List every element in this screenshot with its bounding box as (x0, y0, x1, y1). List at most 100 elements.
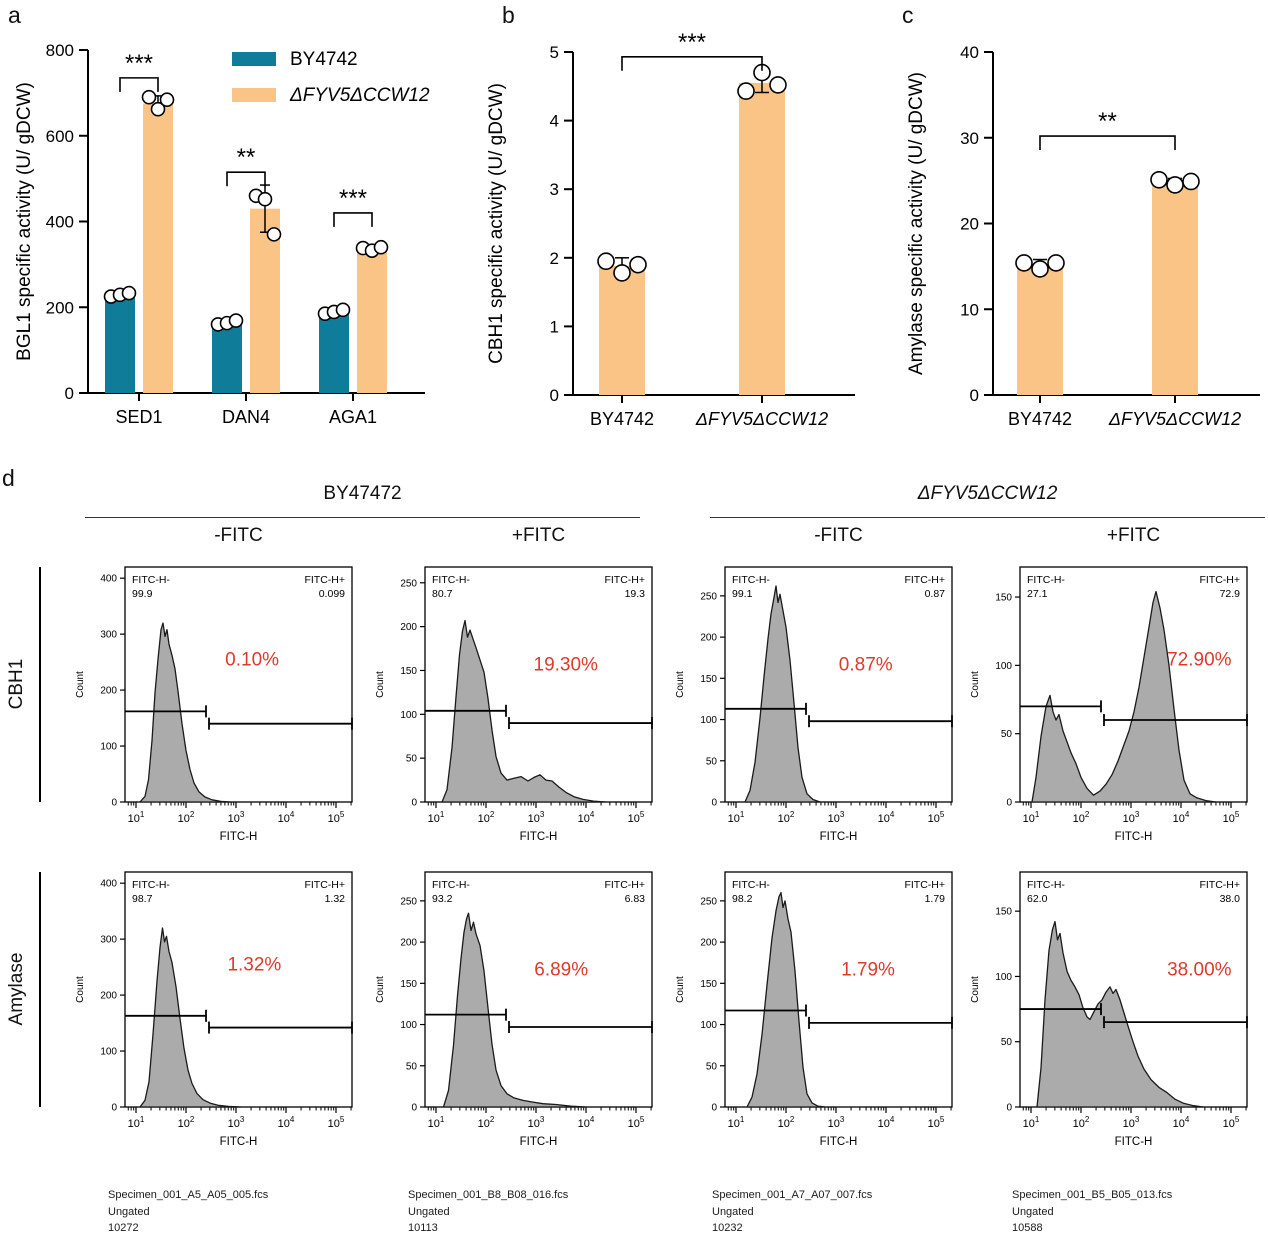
y-tick-label: 200 (700, 633, 717, 644)
positive-percentage: 19.30% (534, 654, 599, 675)
row-line-cbh1 (39, 567, 41, 802)
row-label-amylase: Amylase (6, 952, 27, 1026)
positive-percentage: 1.79% (841, 959, 895, 980)
panel-c-label: c (902, 2, 914, 28)
gate-negative-label: FITC-H- (432, 574, 470, 586)
y-tick-label: 4 (550, 112, 559, 131)
caption-1-file: Specimen_001_A5_A05_005.fcs (108, 1189, 269, 1201)
significance-stars: *** (678, 29, 706, 56)
y-tick-label: 0 (1006, 1103, 1012, 1114)
y-tick-label: 100 (995, 661, 1012, 672)
positive-percentage: 6.89% (534, 959, 588, 980)
plot-box (124, 566, 353, 803)
row-line-amylase (39, 872, 41, 1107)
category-label: AGA1 (329, 407, 377, 427)
significance-bracket (333, 212, 373, 227)
x-tick-label: 104 (1173, 1115, 1190, 1130)
x-tick-label: 101 (428, 1115, 445, 1130)
y-tick-label: 250 (700, 591, 717, 602)
y-tick-label: 0 (711, 1103, 717, 1114)
gate-negative-label: FITC-H- (1027, 574, 1065, 586)
histogram-curve (1036, 920, 1205, 1108)
x-tick-label: 103 (528, 810, 545, 825)
gate-positive-label: FITC-H+ (1199, 574, 1240, 586)
gate-positive-value: 1.79 (925, 893, 946, 905)
caption-3: Specimen_001_A7_A07_007.fcs Ungated 1023… (712, 1187, 994, 1237)
x-tick-label: 103 (828, 1115, 845, 1130)
positive-percentage: 0.10% (225, 650, 279, 671)
x-tick-label: 104 (1173, 810, 1190, 825)
x-tick-label: 105 (328, 810, 345, 825)
y-tick-label: 300 (100, 630, 117, 641)
data-point (1150, 170, 1168, 189)
data-point (613, 264, 631, 282)
x-tick-label: 101 (728, 1115, 745, 1130)
gate-positive-value: 0.87 (925, 588, 946, 600)
gate-positive-value: 0.099 (319, 588, 345, 600)
gate-positive-value: 19.3 (625, 588, 646, 600)
gate-positive-label: FITC-H+ (1199, 879, 1240, 891)
gate-negative-label: FITC-H- (1027, 879, 1065, 891)
y-axis-title: BGL1 specific activity (U/ gDCW) (14, 82, 35, 361)
flow-histogram-amylase-mutant-neg: 0 50 100 150 200 250 101 102 103 104 105 FITC-H Coun… (675, 871, 953, 1148)
data-point (1166, 176, 1184, 194)
data-point (629, 255, 647, 274)
caption-3-count: 10232 (712, 1222, 743, 1234)
flow-histogram-cbh1-by47472-pos: 0 50 100 150 200 250 101 102 103 104 105 FITC-H Coun… (375, 566, 653, 843)
y-tick-label: 0 (411, 1103, 417, 1114)
x-tick-label: 102 (1073, 1115, 1090, 1130)
flow-histogram-cbh1-by47472-neg: 0 100 200 300 400 101 102 103 104 105 FITC-H Count F… (75, 566, 353, 843)
y-axis-title: Count (75, 976, 86, 1003)
panel-d-label: d (2, 465, 15, 491)
category-label: ΔFYV5ΔCCW12 (695, 409, 828, 429)
gate-negative-label: FITC-H- (132, 574, 170, 586)
x-tick-label: 102 (178, 1115, 195, 1130)
gate-negative-value: 98.7 (132, 893, 153, 905)
caption-2-gate: Ungated (408, 1205, 450, 1218)
x-tick-label: 103 (828, 810, 845, 825)
y-tick-label: 50 (1001, 1037, 1013, 1048)
bar (143, 103, 173, 393)
y-tick-label: 400 (100, 574, 117, 585)
x-tick-label: 104 (278, 810, 295, 825)
y-axis-title: Count (970, 976, 981, 1003)
data-point (159, 92, 175, 108)
flow-histogram-cbh1-mutant-pos: 0 50 100 150 101 102 103 104 105 FITC-H Count FITC-… (970, 566, 1248, 843)
panel-a-label: a (8, 2, 21, 28)
legend-label: ΔFYV5ΔCCW12 (289, 85, 430, 106)
bar (212, 322, 242, 393)
gate-negative-label: FITC-H- (732, 574, 770, 586)
bar (105, 294, 135, 393)
bar (1017, 264, 1063, 395)
data-point (1015, 254, 1033, 272)
histogram-curve (744, 585, 821, 803)
category-label: DAN4 (222, 407, 270, 427)
significance-stars: *** (125, 50, 153, 77)
gate-positive-label: FITC-H+ (904, 574, 945, 586)
y-tick-label: 600 (46, 127, 74, 146)
x-axis-title: FITC-H (820, 1136, 858, 1148)
y-tick-label: 0 (65, 384, 74, 403)
y-tick-label: 100 (400, 710, 417, 721)
y-tick-label: 150 (700, 674, 717, 685)
gate-negative-label: FITC-H- (732, 879, 770, 891)
y-axis-title: Count (75, 671, 86, 698)
histogram-curve (441, 619, 607, 803)
amylase-activity-bar-chart: 0 10 20 30 40 BY4742 ΔFYV5ΔCCW12 ** Amylase spec… (906, 43, 1260, 429)
condition-header-4: +FITC (1106, 525, 1161, 546)
gate-negative-value: 93.2 (432, 893, 453, 905)
x-axis-title: FITC-H (520, 831, 558, 843)
y-tick-label: 100 (400, 1020, 417, 1031)
data-point (1031, 260, 1049, 278)
y-axis-title: Count (375, 976, 386, 1003)
y-axis-title: Count (675, 976, 686, 1003)
row-label-cbh1: CBH1 (6, 658, 27, 710)
caption-3-file: Specimen_001_A7_A07_007.fcs (712, 1189, 873, 1201)
x-tick-label: 101 (728, 810, 745, 825)
data-point (121, 285, 137, 301)
y-axis-title: Count (675, 671, 686, 698)
x-tick-label: 103 (228, 1115, 245, 1130)
x-tick-label: 103 (228, 810, 245, 825)
x-tick-label: 105 (928, 810, 945, 825)
